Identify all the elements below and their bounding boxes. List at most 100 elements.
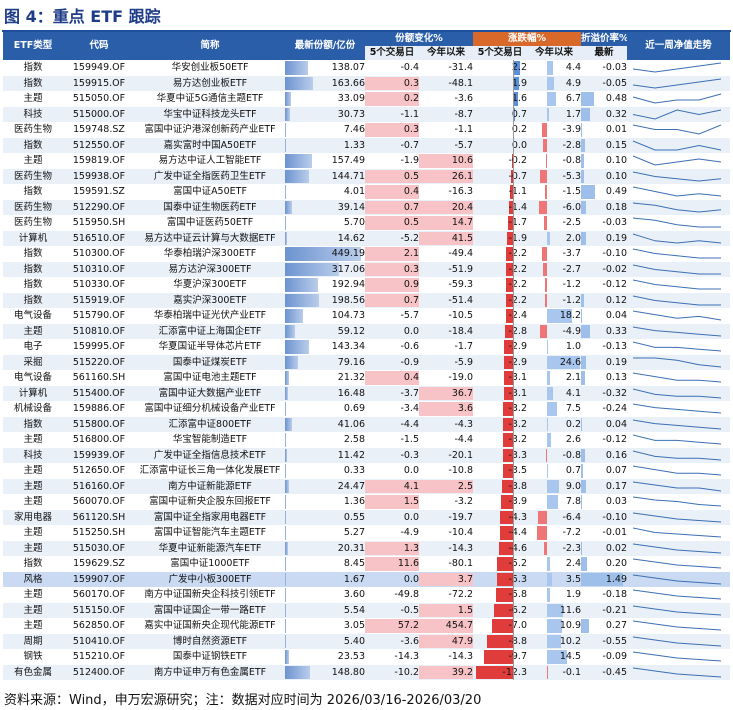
cell-code: 515220.OF xyxy=(63,354,135,370)
cell-name: 易方达创业板ETF xyxy=(135,75,285,91)
cell-share-ytd: 20.4 xyxy=(419,199,473,215)
sparkline-path xyxy=(632,481,722,491)
price-change-bar xyxy=(508,200,513,214)
positive-share-highlight xyxy=(419,231,473,245)
cell-code: 562850.OF xyxy=(72,620,126,631)
source-note: 资料来源：Wind，申万宏源研究；注：数据对应时间为 2026/03/16-20… xyxy=(4,693,482,708)
cell-share-5d: 1.5 xyxy=(365,494,419,510)
positive-share-highlight xyxy=(419,216,473,230)
cell-etf-type: 主题 xyxy=(23,434,43,445)
cell-trend xyxy=(627,199,730,215)
cell-premium: -0.18 xyxy=(602,589,627,600)
nav-sparkline xyxy=(632,93,722,104)
premium-bar xyxy=(581,417,583,431)
price-change-bar xyxy=(507,231,513,245)
cell-trend xyxy=(627,75,730,91)
cell-code: 512550.OF xyxy=(63,137,135,153)
cell-price-5d: -6.2 xyxy=(473,602,527,618)
cell-trend xyxy=(627,370,730,386)
positive-share-highlight xyxy=(365,495,419,509)
ytd-change-bar xyxy=(545,293,547,307)
nav-sparkline xyxy=(632,186,722,197)
cell-code: 159939.OF xyxy=(63,447,135,463)
positive-share-highlight xyxy=(419,169,473,183)
cell-code: 515050.OF xyxy=(72,93,126,104)
ytd-change-bar xyxy=(547,61,553,75)
cell-etf-type: 主题 xyxy=(23,527,43,538)
aum-bar xyxy=(285,448,287,462)
zero-line xyxy=(513,168,514,184)
sparkline-path xyxy=(632,78,722,89)
cell-trend xyxy=(627,463,730,479)
cell-trend xyxy=(627,292,730,308)
cell-code: 159819.OF xyxy=(72,155,126,166)
table-row: 主题 159819.OF 易方达中证人工智能ETF 157.49 -1.9 10.6 -0.… xyxy=(3,153,730,169)
cell-etf-type: 风格 xyxy=(3,571,63,587)
price-change-bar xyxy=(506,293,513,307)
cell-share-5d: 0.3 xyxy=(365,261,419,277)
cell-price-ytd: 1.7 xyxy=(527,106,581,122)
ytd-change-bar xyxy=(547,495,558,509)
aum-bar xyxy=(285,293,319,307)
nav-sparkline xyxy=(632,248,721,259)
aum-bar xyxy=(285,433,286,447)
cell-etf-type: 主题 xyxy=(3,478,63,494)
cell-premium: -0.03 xyxy=(602,62,627,73)
cell-code: 159995.OF xyxy=(72,341,126,352)
cell-name: 国泰中证煤炭ETF xyxy=(135,354,285,370)
zero-line xyxy=(513,246,514,262)
premium-bar xyxy=(581,495,582,509)
zero-line xyxy=(513,215,514,231)
ytd-change-bar xyxy=(547,572,552,586)
cell-aum: 24.47 xyxy=(285,478,365,494)
table-row: 周期 510410.OF 博时自然资源ETF 5.40 -3.6 47.9 -8.8 10.2… xyxy=(3,633,730,649)
ytd-change-bar xyxy=(547,650,567,664)
sparkline-path xyxy=(632,667,722,677)
cell-code: 515210.OF xyxy=(72,651,126,662)
ytd-change-bar xyxy=(538,510,547,524)
price-change-bar xyxy=(507,216,513,230)
cell-name: 富国中证智能汽车主题ETF xyxy=(153,527,267,538)
sparkline-path xyxy=(632,558,722,569)
sparkline-path xyxy=(632,527,722,538)
cell-etf-type: 计算机 xyxy=(3,385,63,401)
cell-price-5d: -2.2 xyxy=(473,261,527,277)
positive-share-highlight xyxy=(419,665,473,679)
cell-price-5d: -1.7 xyxy=(473,215,527,231)
cell-trend xyxy=(627,137,730,153)
positive-share-highlight xyxy=(419,402,473,416)
zero-line xyxy=(513,463,514,479)
cell-share-5d: -3.6 xyxy=(365,633,419,649)
cell-share-ytd: -51.4 xyxy=(419,292,473,308)
cell-premium: -0.45 xyxy=(581,664,627,680)
zero-line xyxy=(513,525,514,541)
cell-share-5d: 0.0 xyxy=(365,509,419,525)
price-change-bar xyxy=(495,588,513,602)
cell-price-ytd: 10.2 xyxy=(527,633,581,649)
cell-premium: -0.10 xyxy=(581,509,627,525)
cell-premium: 0.12 xyxy=(581,292,627,308)
aum-bar xyxy=(285,479,290,493)
cell-etf-type: 主题 xyxy=(23,93,43,104)
ytd-change-bar xyxy=(547,402,558,416)
zero-line xyxy=(513,106,514,122)
cell-code: 510310.OF xyxy=(63,261,135,277)
cell-premium: 0.32 xyxy=(581,106,627,122)
cell-etf-type: 主题 xyxy=(3,323,63,339)
cell-price-ytd: -2.8 xyxy=(527,137,581,153)
price-change-bar xyxy=(506,262,513,276)
price-change-bar xyxy=(499,526,513,540)
table-row: 采掘 515220.OF 国泰中证煤炭ETF 79.16 -0.9 -5.9 -2.9 24.… xyxy=(3,354,730,370)
cell-share-5d: 0.7 xyxy=(365,292,419,308)
price-change-bar xyxy=(506,278,513,292)
cell-etf-type: 计算机 xyxy=(3,230,63,246)
cell-code: 159938.OF xyxy=(63,168,135,184)
cell-price-5d: -5.2 xyxy=(473,556,527,572)
nav-sparkline xyxy=(632,202,722,213)
cell-aum: 317.06 xyxy=(285,261,365,277)
cell-code: 561120.SH xyxy=(63,509,135,525)
premium-bar xyxy=(581,371,585,385)
premium-bar xyxy=(581,464,583,478)
price-change-bar xyxy=(503,433,513,447)
cell-share-ytd: -14.3 xyxy=(448,651,473,662)
